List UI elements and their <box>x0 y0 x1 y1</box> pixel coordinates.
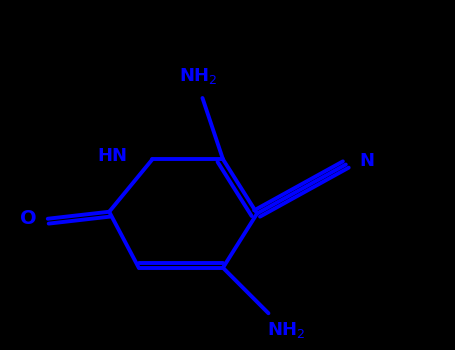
Text: HN: HN <box>97 147 127 165</box>
Text: O: O <box>20 209 36 228</box>
Text: NH$_2$: NH$_2$ <box>179 66 217 86</box>
Text: NH$_2$: NH$_2$ <box>268 320 306 340</box>
Text: N: N <box>359 152 374 170</box>
